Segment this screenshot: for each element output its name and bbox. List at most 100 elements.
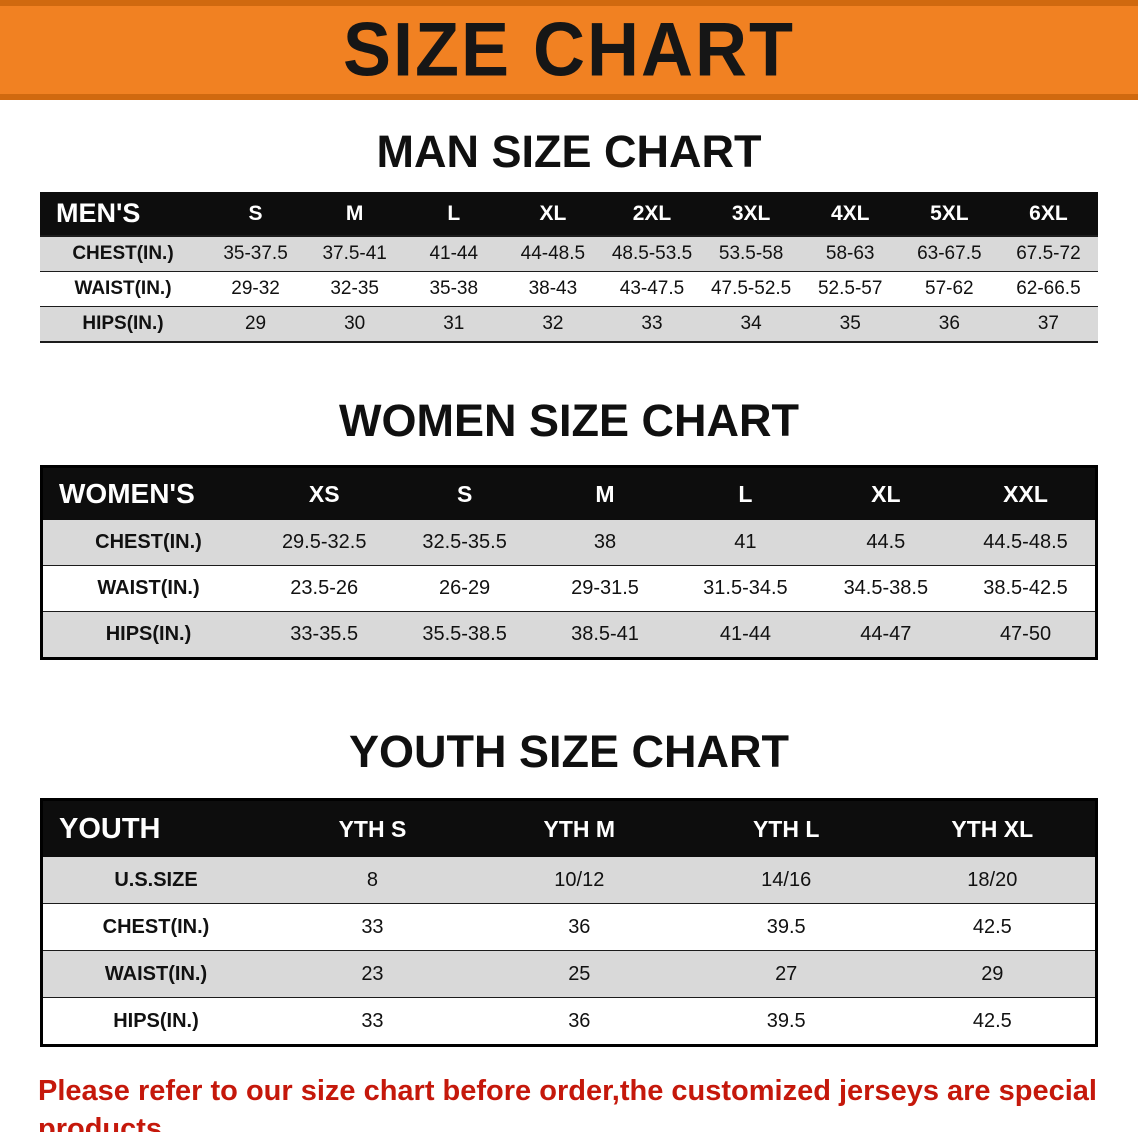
men-section-heading: MAN SIZE CHART	[376, 126, 762, 177]
value-cell: 44-47	[860, 623, 912, 645]
value-cell: 31.5-34.5	[703, 577, 788, 599]
value-cell: 41-44	[429, 243, 479, 264]
measure-label-cell: WAIST(IN.)	[97, 577, 200, 599]
women-section-heading: WOMEN SIZE CHART	[339, 395, 799, 446]
value-cell: 39.5	[766, 915, 806, 938]
value-cell: 35.5-38.5	[422, 623, 507, 645]
value-cell: 38-43	[528, 278, 578, 299]
value-cell: 47-50	[999, 623, 1052, 645]
chart-sections: MAN SIZE CHART MEN'S S M L XL 2XL 3XL 4XL 5XL 6XL…	[0, 100, 1138, 1132]
table-row: CHEST(IN.) 29.5-32.5 32.5-35.5 38 41 44.5 44.5…	[41, 520, 1097, 566]
value-cell: 63-67.5	[917, 243, 982, 264]
value-cell: 29	[981, 962, 1004, 985]
value-cell: 38	[593, 531, 617, 553]
value-cell: 10/12	[554, 868, 605, 891]
value-cell: 42.5	[972, 1009, 1012, 1032]
size-header-cell: M	[305, 192, 405, 236]
youth-size-table: YOUTH YTH S YTH M YTH L YTH XL U.S.SIZE 8 10/12…	[40, 798, 1098, 1047]
value-cell: 27	[775, 962, 798, 985]
value-cell: 44.5-48.5	[983, 531, 1068, 553]
value-cell: 38.5-41	[571, 623, 639, 645]
value-cell: 37	[1037, 313, 1059, 334]
table-title-cell: WOMEN'S	[41, 466, 254, 520]
size-header-cell: XS	[254, 466, 395, 520]
women-section: WOMEN SIZE CHART WOMEN'S XS S M L XL XXL CHEST(…	[0, 343, 1138, 660]
banner: SIZE CHART	[0, 0, 1138, 100]
youth-section-heading: YOUTH SIZE CHART	[348, 726, 789, 777]
value-cell: 38.5-42.5	[983, 577, 1068, 599]
value-cell: 36	[568, 915, 591, 938]
measure-label-cell: HIPS(IN.)	[113, 1009, 199, 1032]
value-cell: 33	[361, 915, 384, 938]
value-cell: 23.5-26	[290, 577, 359, 599]
value-cell: 62-66.5	[1016, 278, 1081, 299]
value-cell: 34	[740, 313, 762, 334]
value-cell: 57-62	[925, 278, 974, 299]
value-cell: 67.5-72	[1016, 243, 1081, 264]
size-header-cell: 6XL	[998, 192, 1098, 236]
value-cell: 33	[641, 313, 663, 334]
size-header-cell: L	[675, 466, 816, 520]
value-cell: 39.5	[766, 1009, 806, 1032]
value-cell: 44-48.5	[520, 243, 586, 264]
table-title-cell: MEN'S	[40, 192, 206, 236]
value-cell: 32	[542, 313, 564, 334]
table-row: WAIST(IN.) 23 25 27 29	[41, 950, 1097, 998]
disclaimer-line-1: Please refer to our size chart before or…	[38, 1075, 1097, 1132]
size-header-cell: YTH XL	[889, 799, 1097, 857]
value-cell: 33-35.5	[290, 623, 359, 645]
disclaimer: Please refer to our size chart before or…	[38, 1073, 1138, 1132]
value-cell: 48.5-53.5	[611, 243, 693, 264]
measure-label-cell: CHEST(IN.)	[102, 915, 210, 938]
value-cell: 44.5	[866, 531, 906, 553]
table-row: WAIST(IN.) 29-32 32-35 35-38 38-43 43-47.5 47.…	[40, 271, 1098, 307]
size-header-cell: 3XL	[701, 192, 801, 236]
value-cell: 31	[443, 313, 465, 334]
table-row: HIPS(IN.) 33 36 39.5 42.5	[41, 997, 1097, 1046]
value-cell: 36	[568, 1009, 591, 1032]
value-cell: 26-29	[439, 577, 491, 599]
table-row: CHEST(IN.) 33 36 39.5 42.5	[41, 903, 1097, 951]
value-cell: 29.5-32.5	[281, 531, 367, 553]
size-header-cell: L	[404, 192, 504, 236]
value-cell: 14/16	[761, 868, 812, 891]
value-cell: 58-63	[825, 243, 875, 264]
value-cell: 29-31.5	[571, 577, 639, 599]
size-header-cell: XL	[503, 192, 603, 236]
value-cell: 42.5	[972, 915, 1012, 938]
value-cell: 34.5-38.5	[843, 577, 929, 599]
women-size-table: WOMEN'S XS S M L XL XXL CHEST(IN.) 29.5-32.5 32.5…	[40, 465, 1098, 660]
men-section: MAN SIZE CHART MEN'S S M L XL 2XL 3XL 4XL 5XL 6XL…	[0, 100, 1138, 343]
value-cell: 52.5-57	[817, 278, 883, 299]
value-cell: 37.5-41	[322, 243, 387, 264]
table-row: WAIST(IN.) 23.5-26 26-29 29-31.5 31.5-34.5 34…	[41, 565, 1097, 612]
measure-label-cell: CHEST(IN.)	[72, 243, 174, 264]
size-header-cell: YTH S	[269, 799, 476, 857]
value-cell: 35	[839, 313, 861, 334]
value-cell: 47.5-52.5	[710, 278, 792, 299]
value-cell: 53.5-58	[718, 243, 784, 264]
measure-label-cell: WAIST(IN.)	[104, 962, 208, 985]
value-cell: 35-37.5	[223, 243, 288, 264]
value-cell: 18/20	[967, 868, 1018, 891]
value-cell: 43-47.5	[619, 278, 685, 299]
table-row: HIPS(IN.) 33-35.5 35.5-38.5 38.5-41 41-44 44-…	[41, 611, 1097, 659]
measure-label-cell: U.S.SIZE	[114, 868, 198, 891]
size-header-cell: YTH M	[475, 799, 683, 857]
measure-label-cell: HIPS(IN.)	[82, 313, 164, 334]
value-cell: 29-32	[231, 278, 280, 299]
table-row: U.S.SIZE 8 10/12 14/16 18/20	[41, 857, 1097, 904]
value-cell: 30	[344, 313, 366, 334]
measure-label-cell: WAIST(IN.)	[74, 278, 172, 299]
table-header-row: WOMEN'S XS S M L XL XXL	[41, 466, 1097, 520]
table-header-row: YOUTH YTH S YTH M YTH L YTH XL	[41, 799, 1097, 857]
value-cell: 23	[361, 962, 384, 985]
size-header-cell: 5XL	[899, 192, 999, 236]
page-title: SIZE CHART	[343, 7, 795, 93]
measure-label-cell: CHEST(IN.)	[95, 531, 202, 553]
value-cell: 32.5-35.5	[422, 531, 507, 553]
value-cell: 41-44	[719, 623, 771, 645]
value-cell: 36	[938, 313, 960, 334]
size-header-cell: XXL	[956, 466, 1097, 520]
